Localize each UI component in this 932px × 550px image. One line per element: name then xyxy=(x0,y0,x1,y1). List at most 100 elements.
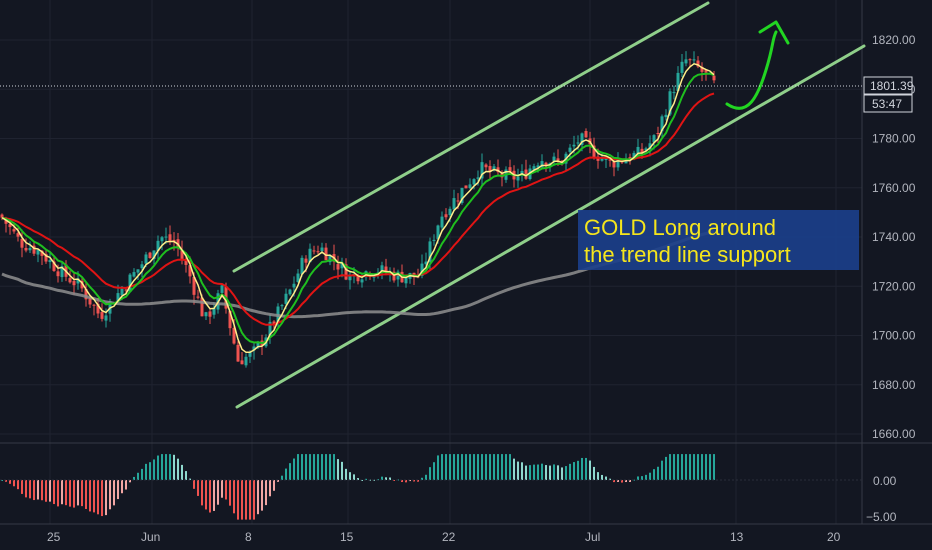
histogram-bar xyxy=(489,454,491,480)
histogram-bar xyxy=(405,480,407,483)
histogram-bar xyxy=(177,458,179,480)
candle-body xyxy=(508,167,512,172)
candle-body xyxy=(404,277,408,284)
histogram-bar xyxy=(109,480,111,510)
candle-body xyxy=(584,131,588,138)
histogram-bar xyxy=(341,461,343,480)
candle-body xyxy=(636,146,640,155)
histogram-bar xyxy=(29,480,31,499)
candle-body xyxy=(52,261,56,271)
histogram-bar xyxy=(665,456,667,480)
price-tick-label: 1660.00 xyxy=(872,427,916,441)
histogram-bar xyxy=(121,480,123,494)
histogram-bar xyxy=(637,476,639,480)
candle-body xyxy=(156,240,160,252)
histogram-bar xyxy=(609,478,611,480)
price-tick-label: 1680.00 xyxy=(872,378,916,392)
candle-body xyxy=(304,258,308,263)
oscillator-histogram xyxy=(0,454,862,520)
candle-body xyxy=(632,152,636,159)
histogram-bar xyxy=(97,480,99,515)
histogram-bar xyxy=(681,454,683,480)
histogram-bar xyxy=(613,480,615,483)
candle-body xyxy=(392,271,396,281)
histogram-bar xyxy=(1,480,3,481)
candle-body xyxy=(592,145,596,159)
histogram-bar xyxy=(429,467,431,480)
candle-body xyxy=(68,278,72,283)
candle-body xyxy=(488,165,492,172)
histogram-bar xyxy=(213,480,215,511)
candle-body xyxy=(656,132,660,134)
candle-body xyxy=(220,285,224,293)
candle-body xyxy=(436,225,440,240)
histogram-bar xyxy=(633,479,635,481)
time-tick-label: 15 xyxy=(340,530,354,544)
time-axis: 25 Jun 8 15 22 Jul 13 20 xyxy=(0,523,932,544)
time-tick-label: 20 xyxy=(827,530,841,544)
candle-body xyxy=(384,266,388,273)
histogram-bar xyxy=(137,472,139,480)
candle-body xyxy=(76,278,80,284)
histogram-bar xyxy=(17,480,19,490)
channel-upper-line xyxy=(232,1,710,273)
histogram-bar xyxy=(165,454,167,480)
histogram-bar xyxy=(217,480,219,505)
histogram-bar xyxy=(441,454,443,480)
candle-body xyxy=(144,254,148,264)
histogram-bar xyxy=(421,477,423,480)
histogram-bar xyxy=(673,454,675,480)
candle-body xyxy=(328,254,332,263)
candle-body xyxy=(340,263,344,269)
candle-body xyxy=(208,311,212,317)
histogram-bar xyxy=(461,454,463,480)
candle-body xyxy=(480,162,484,179)
histogram-bar xyxy=(533,464,535,480)
histogram-bar xyxy=(257,480,259,515)
histogram-bar xyxy=(53,480,55,505)
histogram-bar xyxy=(417,480,419,482)
histogram-bar xyxy=(469,454,471,480)
candle-body xyxy=(300,257,304,275)
candle-body xyxy=(668,91,672,115)
candle-body xyxy=(568,147,572,152)
histogram-bar xyxy=(585,457,587,480)
candle-body xyxy=(444,214,448,218)
histogram-bar xyxy=(557,465,559,480)
candle-body xyxy=(288,289,292,295)
trend-channel xyxy=(232,1,866,409)
histogram-bar xyxy=(133,476,135,480)
candle-body xyxy=(396,271,400,280)
annotation-line-2: the trend line support xyxy=(584,242,791,267)
candle-body xyxy=(240,360,244,365)
histogram-bar xyxy=(481,454,483,480)
candle-body xyxy=(132,272,136,277)
histogram-bar xyxy=(317,454,319,480)
histogram-bar xyxy=(541,463,543,480)
histogram-bar xyxy=(513,458,515,480)
candle-body xyxy=(464,185,468,189)
candle-body xyxy=(88,297,92,305)
price-tick-label: 1760.00 xyxy=(872,181,916,195)
grid-lines xyxy=(0,0,932,524)
histogram-bar xyxy=(289,463,291,480)
candle-body xyxy=(608,159,612,161)
histogram-bar xyxy=(641,476,643,480)
histogram-bar xyxy=(237,480,239,520)
histogram-bar xyxy=(253,480,255,520)
candle-body xyxy=(284,293,288,304)
candle-body xyxy=(32,245,36,254)
candle-body xyxy=(440,216,444,228)
candle-body xyxy=(556,158,560,161)
candle-body xyxy=(676,72,680,91)
candle-body xyxy=(712,75,716,81)
histogram-bar xyxy=(549,465,551,480)
candle-body xyxy=(164,236,168,238)
histogram-bar xyxy=(33,480,35,501)
candle-body xyxy=(640,148,644,153)
candle-body xyxy=(524,169,528,179)
histogram-bar xyxy=(369,479,371,481)
candle-body xyxy=(532,166,536,170)
histogram-bar xyxy=(353,474,355,480)
